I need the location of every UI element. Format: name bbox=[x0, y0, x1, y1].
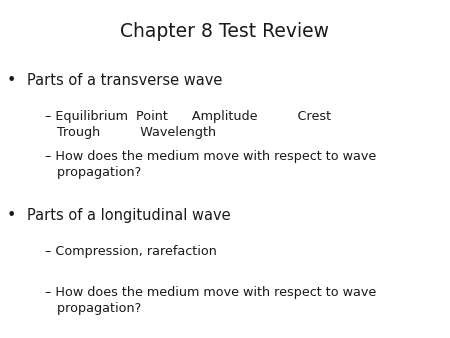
Text: Parts of a transverse wave: Parts of a transverse wave bbox=[27, 73, 222, 88]
Text: Chapter 8 Test Review: Chapter 8 Test Review bbox=[121, 22, 329, 41]
Text: – How does the medium move with respect to wave
   propagation?: – How does the medium move with respect … bbox=[45, 150, 376, 179]
Text: •: • bbox=[7, 208, 16, 223]
Text: •: • bbox=[7, 73, 16, 88]
Text: Parts of a longitudinal wave: Parts of a longitudinal wave bbox=[27, 208, 230, 223]
Text: – How does the medium move with respect to wave
   propagation?: – How does the medium move with respect … bbox=[45, 286, 376, 315]
Text: – Equilibrium  Point      Amplitude          Crest
   Trough          Wavelength: – Equilibrium Point Amplitude Crest Trou… bbox=[45, 110, 331, 139]
Text: – Compression, rarefaction: – Compression, rarefaction bbox=[45, 245, 217, 258]
